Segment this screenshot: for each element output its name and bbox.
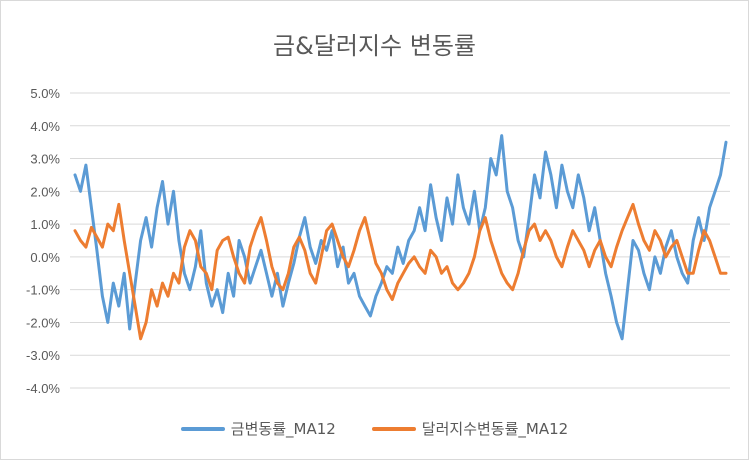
y-tick-label: -1.0% [26, 283, 60, 298]
series-line-0 [73, 134, 728, 341]
y-tick-label: -4.0% [26, 381, 60, 396]
legend-swatch-dollar [371, 426, 416, 431]
y-tick-label: 1.0% [30, 217, 60, 232]
chart-title: 금&달러지수 변동률 [273, 32, 476, 60]
y-tick-label: 2.0% [30, 184, 60, 199]
series-layer [73, 134, 728, 341]
y-tick-label: 4.0% [30, 119, 60, 134]
legend-label-gold: 금변동률_MA12 [230, 420, 336, 438]
y-tick-label: 5.0% [30, 86, 60, 101]
legend: 금변동률_MA12 달러지수변동률_MA12 [0, 418, 749, 439]
gridlines [70, 92, 730, 389]
y-tick-label: 3.0% [30, 152, 60, 167]
series-line-1 [73, 202, 728, 341]
y-tick-label: 0.0% [30, 250, 60, 265]
legend-label-dollar: 달러지수변동률_MA12 [421, 420, 569, 438]
legend-item-gold: 금변동률_MA12 [180, 418, 336, 439]
y-tick-label: -2.0% [26, 315, 60, 330]
legend-item-dollar: 달러지수변동률_MA12 [371, 418, 569, 439]
y-tick-label: -3.0% [26, 348, 60, 363]
y-axis-ticks: 5.0% 4.0% 3.0% 2.0% 1.0% 0.0% -1.0% -2.0% -3.0% -… [26, 86, 60, 396]
legend-swatch-gold [180, 426, 225, 431]
